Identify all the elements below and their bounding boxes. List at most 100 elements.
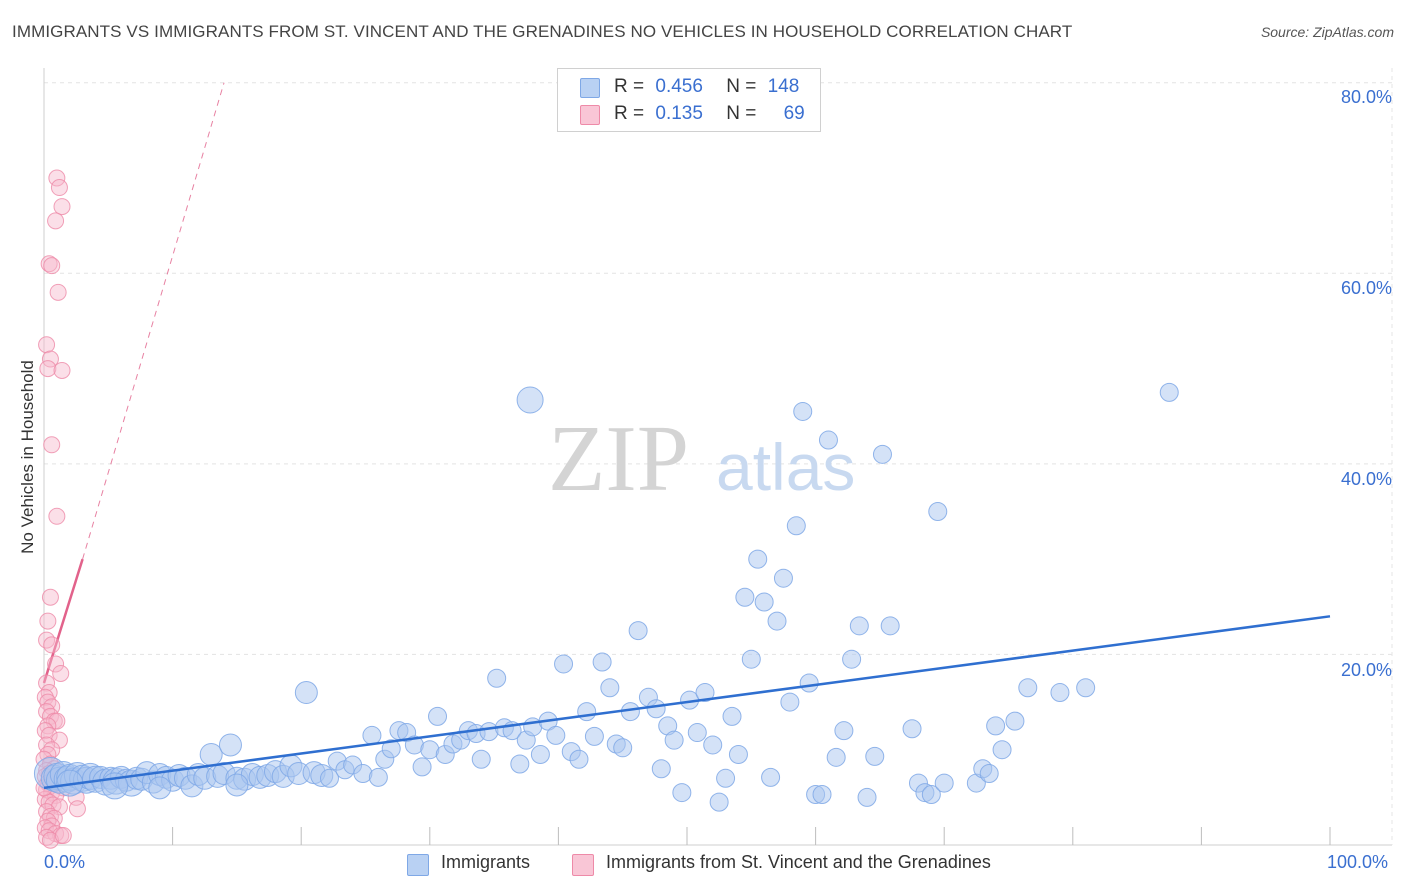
blue-data-point bbox=[218, 733, 242, 757]
pink-data-point bbox=[48, 169, 66, 187]
blue-data-point bbox=[471, 749, 491, 769]
pink-data-point bbox=[43, 636, 61, 654]
blue-data-point bbox=[628, 621, 648, 641]
x-tick-marks bbox=[172, 827, 1331, 845]
blue-data-point bbox=[428, 706, 448, 726]
blue-data-point bbox=[651, 759, 671, 779]
blue-data-point bbox=[872, 444, 892, 464]
blue-data-point bbox=[902, 719, 922, 739]
blue-data-point bbox=[487, 668, 507, 688]
blue-data-point bbox=[793, 401, 813, 421]
legend-n-value: 69 bbox=[783, 103, 805, 124]
blue-data-point bbox=[728, 744, 748, 764]
blue-data-point bbox=[577, 702, 597, 722]
source-label: Source: ZipAtlas.com bbox=[1260, 24, 1394, 40]
blue-data-point bbox=[381, 739, 401, 759]
pink-data-point bbox=[48, 507, 66, 525]
legend-n-label: N = bbox=[726, 103, 757, 124]
pink-data-point bbox=[68, 800, 86, 818]
watermark: ZIP atlas bbox=[548, 407, 855, 511]
y-tick-label: 80.0% bbox=[1340, 87, 1392, 107]
blue-data-point bbox=[1076, 678, 1096, 698]
pink-data-point bbox=[41, 588, 59, 606]
blue-data-point bbox=[1159, 382, 1179, 402]
blue-data-point bbox=[834, 721, 854, 741]
blue-data-point bbox=[569, 749, 589, 769]
blue-data-point bbox=[646, 699, 666, 719]
blue-data-point bbox=[530, 744, 550, 764]
blue-data-point bbox=[722, 706, 742, 726]
bottom-legend-label: Immigrants bbox=[441, 852, 531, 872]
pink-data-point bbox=[41, 350, 59, 368]
blue-data-point bbox=[986, 716, 1006, 736]
legend-r-label: R = bbox=[614, 76, 645, 97]
pink-data-point bbox=[50, 179, 68, 197]
pink-data-point bbox=[38, 336, 56, 354]
blue-data-point bbox=[921, 784, 941, 804]
legend-r-value: 0.135 bbox=[655, 103, 703, 124]
blue-data-point bbox=[592, 652, 612, 672]
blue-data-point bbox=[799, 673, 819, 693]
blue-data-point bbox=[1050, 683, 1070, 703]
blue-data-point bbox=[687, 723, 707, 743]
blue-data-point bbox=[812, 784, 832, 804]
blue-data-point bbox=[754, 592, 774, 612]
pink-data-point bbox=[47, 212, 65, 230]
blue-data-point bbox=[780, 692, 800, 712]
pink-data-point bbox=[53, 361, 71, 379]
pink-data-point bbox=[39, 612, 57, 630]
blue-data-point bbox=[1018, 678, 1038, 698]
pink-data-point bbox=[53, 198, 71, 216]
pink-data-point bbox=[43, 257, 61, 275]
pink-data-point bbox=[48, 712, 66, 730]
blue-data-point bbox=[199, 742, 223, 766]
blue-data-point bbox=[709, 792, 729, 812]
pink-data-point bbox=[40, 726, 58, 744]
pink-data-point bbox=[41, 831, 59, 849]
blue-data-point bbox=[992, 740, 1012, 760]
legend-n-label: N = bbox=[726, 76, 757, 97]
legend-swatch-blue bbox=[580, 78, 600, 98]
bottom-legend-swatch-pink bbox=[572, 854, 594, 876]
pink-data-point bbox=[39, 360, 57, 378]
watermark-zip: ZIP bbox=[548, 407, 689, 511]
y-tick-label: 20.0% bbox=[1340, 660, 1392, 680]
y-tick-label: 60.0% bbox=[1340, 278, 1392, 298]
blue-data-point bbox=[716, 768, 736, 788]
blue-data-point bbox=[695, 683, 715, 703]
pink-data-point bbox=[54, 826, 72, 844]
blue-data-point bbox=[412, 757, 432, 777]
blue-data-point bbox=[979, 764, 999, 784]
pink-data-point bbox=[38, 674, 56, 692]
blue-data-point bbox=[368, 767, 388, 787]
blue-data-point bbox=[664, 730, 684, 750]
blue-data-point bbox=[1005, 711, 1025, 731]
blue-data-point bbox=[516, 386, 544, 414]
blue-data-point bbox=[842, 649, 862, 669]
blue-data-point bbox=[849, 616, 869, 636]
blue-data-point bbox=[857, 787, 877, 807]
grid-lines bbox=[43, 68, 1393, 846]
blue-data-point bbox=[934, 773, 954, 793]
legend-r-value: 0.456 bbox=[655, 76, 703, 97]
legend-swatch-pink bbox=[580, 105, 600, 125]
blue-trend-line-path bbox=[43, 615, 1331, 790]
blue-data-point bbox=[767, 611, 787, 631]
y-tick-label: 40.0% bbox=[1340, 469, 1392, 489]
legend-r-label: R = bbox=[614, 103, 645, 124]
blue-data-point bbox=[510, 754, 530, 774]
pink-trend-dashed bbox=[82, 82, 225, 560]
blue-data-point bbox=[865, 746, 885, 766]
blue-data-point bbox=[761, 767, 781, 787]
blue-data-point bbox=[773, 568, 793, 588]
pink-trend-line bbox=[42, 82, 225, 684]
pink-trend-solid bbox=[42, 558, 84, 684]
blue-trend-line bbox=[43, 615, 1331, 790]
blue-data-point bbox=[148, 776, 172, 800]
blue-data-point bbox=[735, 587, 755, 607]
x-tick-label: 100.0% bbox=[1327, 852, 1389, 872]
blue-data-point bbox=[546, 725, 566, 745]
blue-data-point bbox=[600, 678, 620, 698]
pink-data-point bbox=[49, 283, 67, 301]
